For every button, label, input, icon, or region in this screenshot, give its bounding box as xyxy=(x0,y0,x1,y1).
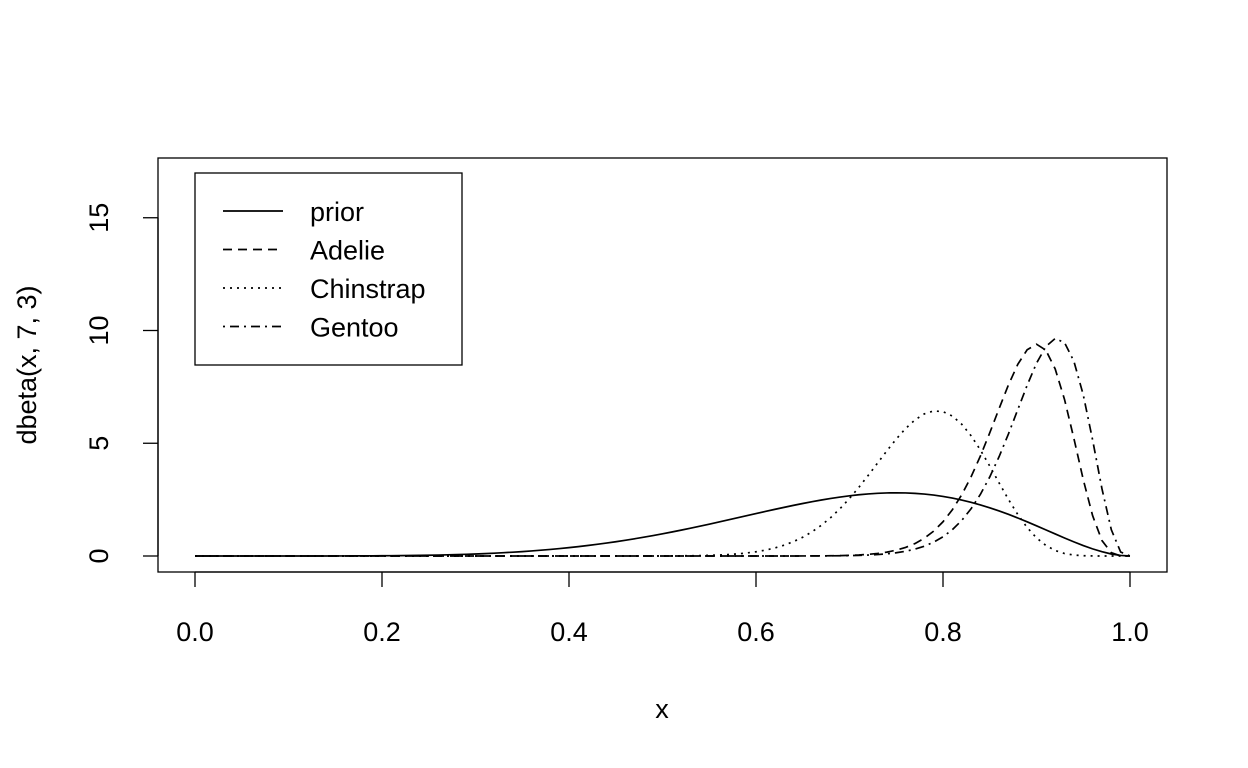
y-tick-label: 5 xyxy=(84,436,114,451)
x-tick-label: 0.6 xyxy=(737,617,775,647)
x-tick-label: 0.8 xyxy=(924,617,962,647)
y-axis-label: dbeta(x, 7, 3) xyxy=(12,285,42,444)
x-axis: 0.0 0.2 0.4 0.6 0.8 1.0 xyxy=(176,571,1149,647)
legend: prior Adelie Chinstrap Gentoo xyxy=(194,172,463,366)
x-tick-label: 0.0 xyxy=(176,617,214,647)
x-tick-label: 1.0 xyxy=(1111,617,1149,647)
series-line-gentoo xyxy=(195,337,1131,557)
y-tick-label: 0 xyxy=(84,548,114,563)
x-tick-label: 0.2 xyxy=(363,617,401,647)
y-tick-label: 10 xyxy=(84,315,114,345)
y-tick-label: 15 xyxy=(84,203,114,233)
legend-box xyxy=(194,172,463,366)
x-tick-label: 0.4 xyxy=(550,617,588,647)
legend-label-chinstrap: Chinstrap xyxy=(310,274,426,304)
legend-label-prior: prior xyxy=(310,197,364,227)
y-axis: 0 5 10 15 xyxy=(84,203,159,564)
series-layer xyxy=(195,337,1131,557)
legend-label-adelie: Adelie xyxy=(310,236,385,266)
legend-label-gentoo: Gentoo xyxy=(310,313,399,343)
x-axis-label: x xyxy=(655,694,669,724)
